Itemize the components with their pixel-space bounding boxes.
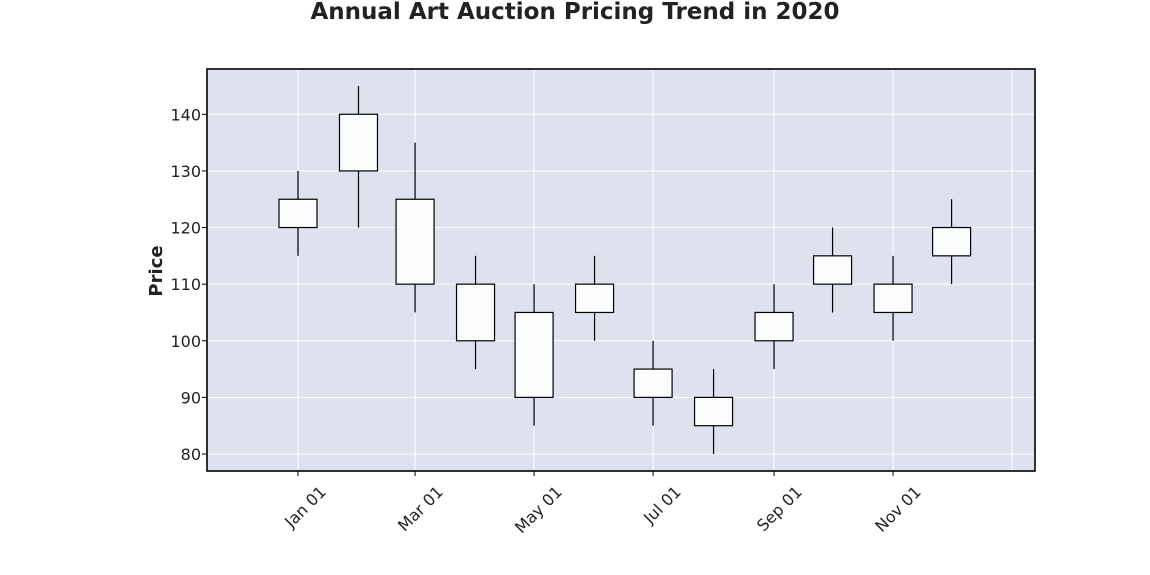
candle-body xyxy=(693,396,734,427)
candle-body xyxy=(338,113,379,172)
y-tick-label: 100 xyxy=(170,332,201,351)
candle-body xyxy=(455,283,496,342)
x-tick-label: May 01 xyxy=(511,482,566,537)
y-tick-label: 130 xyxy=(170,162,201,181)
candle xyxy=(514,284,554,426)
candle-body xyxy=(278,198,318,229)
x-tick-label: Jan 01 xyxy=(280,482,330,532)
y-axis-ticks: 80 90 100 110 120 130 140 xyxy=(170,105,207,464)
x-tick-label: Nov 01 xyxy=(871,482,925,536)
y-tick-label: 110 xyxy=(170,275,201,294)
candle xyxy=(873,255,913,341)
plot-frame xyxy=(206,68,1036,472)
candles xyxy=(278,85,972,455)
y-axis-label: Price xyxy=(146,245,167,296)
candle-body xyxy=(812,255,853,285)
x-tick-label: Sep 01 xyxy=(753,482,806,535)
candle xyxy=(754,284,794,370)
candle-body xyxy=(633,368,673,398)
candle-body xyxy=(873,283,913,314)
y-tick-label: 140 xyxy=(170,105,201,124)
plot-area xyxy=(207,69,1035,471)
y-tick-label: 120 xyxy=(170,219,201,238)
x-tick-label: Jul 01 xyxy=(639,482,685,528)
candle-body xyxy=(395,198,435,285)
chart-title: Annual Art Auction Pricing Trend in 2020 xyxy=(310,0,839,25)
x-axis-ticks: Jan 01 Mar 01 May 01 Jul 01 Sep 01 Nov 01 xyxy=(280,471,925,537)
candle xyxy=(395,142,435,313)
y-tick-label: 80 xyxy=(181,445,201,464)
candle-body xyxy=(931,226,972,257)
candle xyxy=(633,340,673,426)
candle xyxy=(931,199,972,285)
y-tick-label: 90 xyxy=(181,388,201,407)
candle xyxy=(574,255,615,341)
candle xyxy=(455,255,496,370)
candle-body xyxy=(754,311,794,342)
candle-body xyxy=(514,311,554,398)
candle xyxy=(338,85,379,228)
candle xyxy=(812,227,853,313)
x-tick-label: Mar 01 xyxy=(394,482,447,535)
candle-body xyxy=(574,283,615,314)
candle xyxy=(278,170,318,256)
candle xyxy=(693,369,734,455)
